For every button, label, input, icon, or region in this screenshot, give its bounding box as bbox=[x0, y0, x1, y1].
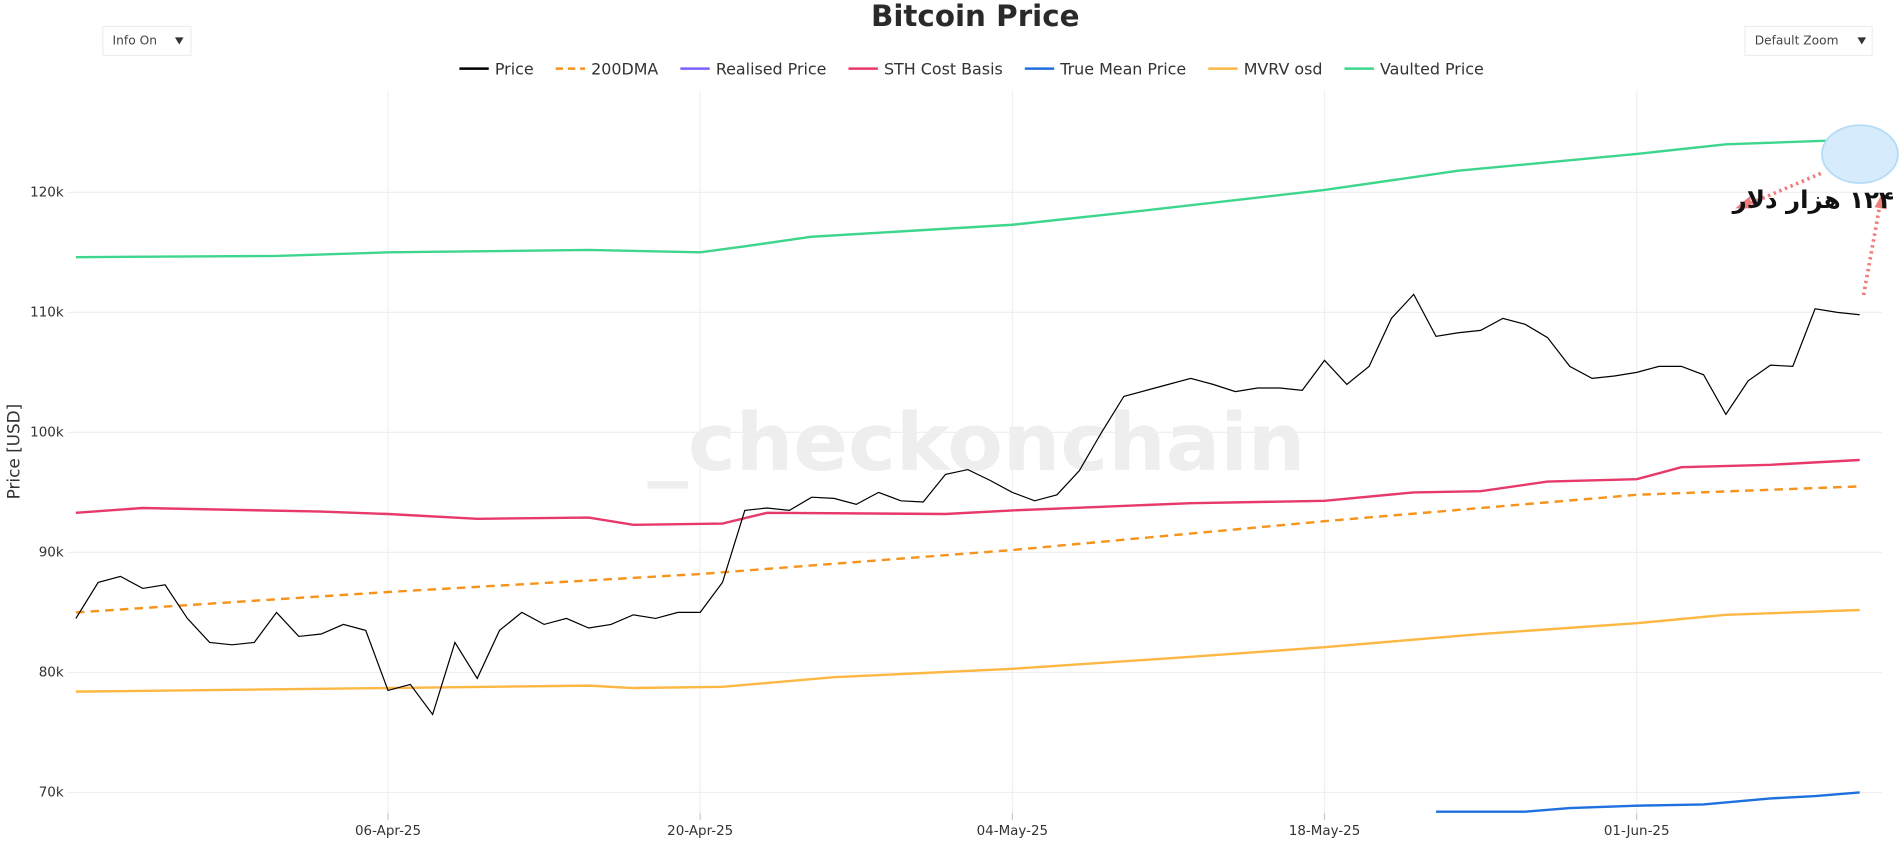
annotation-text: محدوده قیمتی ۱۲۰ تا ۱۲۴ هزار دلار bbox=[1732, 185, 1904, 214]
legend: Price 200DMA Realised Price STH Cost Basis T… bbox=[459, 59, 1484, 78]
y-tick-label: 100k bbox=[30, 425, 64, 440]
legend-label: Vaulted Price bbox=[1380, 59, 1484, 78]
zoom-select[interactable]: Default Zoom bbox=[1744, 25, 1873, 56]
y-tick-label: 110k bbox=[30, 305, 64, 320]
legend-label: Price bbox=[495, 59, 534, 78]
x-tick-label: 01-Jun-25 bbox=[1604, 824, 1670, 839]
y-tick-label: 80k bbox=[39, 665, 64, 680]
arrow-head bbox=[1735, 196, 1753, 209]
annotation-arrow bbox=[1861, 206, 1882, 296]
highlight-circle bbox=[1821, 124, 1899, 184]
x-tick-label: 18-May-25 bbox=[1289, 824, 1361, 839]
chart-title: Bitcoin Price bbox=[871, 0, 1080, 33]
dropdown-box[interactable] bbox=[1744, 25, 1873, 56]
y-axis-label: Price [USD] bbox=[5, 404, 25, 500]
x-tick-label: 06-Apr-25 bbox=[355, 824, 421, 839]
series-line bbox=[75, 485, 1860, 614]
x-tick-label: 20-Apr-25 bbox=[667, 824, 733, 839]
annotation-arrow bbox=[1746, 171, 1822, 207]
dropdown-box[interactable] bbox=[102, 25, 192, 56]
dropdown-label[interactable]: Default Zoom bbox=[1755, 34, 1839, 48]
y-tick-label: 70k bbox=[39, 786, 64, 801]
legend-label: True Mean Price bbox=[1059, 59, 1186, 78]
series-line bbox=[75, 608, 1860, 693]
series-line bbox=[75, 293, 1860, 716]
plot-lines bbox=[75, 138, 1860, 813]
annotation: محدوده قیمتی ۱۲۰ تا ۱۲۴ هزار دلار bbox=[1732, 124, 1904, 296]
legend-label: 200DMA bbox=[591, 59, 658, 78]
series-line bbox=[75, 458, 1860, 527]
y-tick-label: 90k bbox=[39, 545, 64, 560]
legend-label: Realised Price bbox=[716, 59, 827, 78]
arrow-head bbox=[1874, 193, 1887, 210]
watermark: _checkonchain bbox=[648, 396, 1306, 488]
y-tick-label: 120k bbox=[30, 185, 64, 200]
series-line bbox=[75, 138, 1860, 259]
dropdown-arrow[interactable] bbox=[1857, 37, 1867, 45]
legend-label: STH Cost Basis bbox=[884, 59, 1003, 78]
info-toggle[interactable]: Info On bbox=[102, 25, 192, 56]
legend-label: MVRV osd bbox=[1244, 59, 1323, 78]
dropdown-arrow[interactable] bbox=[174, 37, 184, 45]
series-line bbox=[1436, 791, 1860, 813]
x-tick-label: 04-May-25 bbox=[977, 824, 1049, 839]
dropdown-label[interactable]: Info On bbox=[113, 34, 157, 48]
